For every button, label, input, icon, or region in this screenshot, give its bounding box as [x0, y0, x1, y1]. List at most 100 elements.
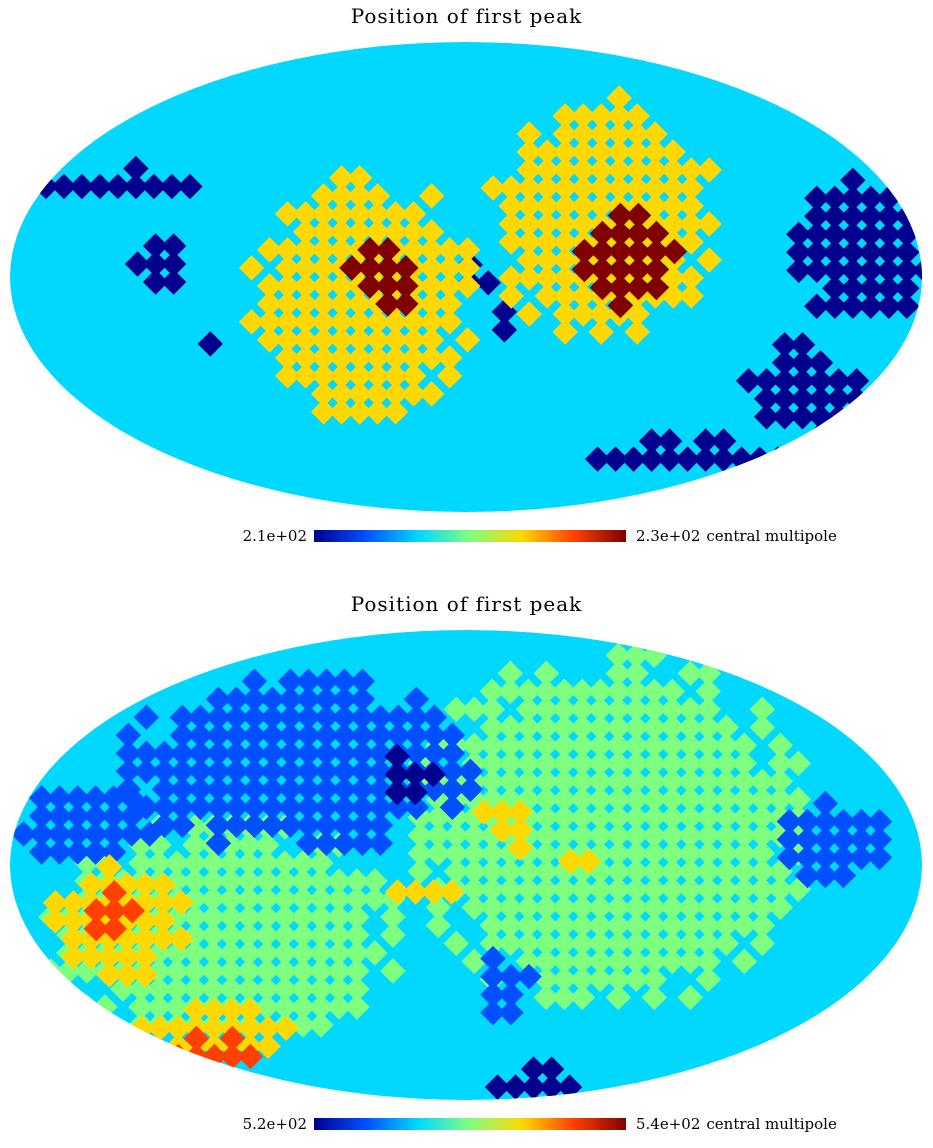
map-pixel	[362, 940, 388, 966]
map-pixel	[256, 309, 283, 335]
map-pixel	[118, 803, 145, 829]
map-pixel	[295, 740, 322, 767]
map-pixel	[346, 291, 373, 317]
map-pixel	[344, 958, 370, 984]
map-pixel	[277, 686, 304, 713]
map-pixel	[479, 912, 506, 939]
map-pixel	[236, 922, 262, 948]
colorbar-unit-label-1: central multipole	[706, 527, 837, 545]
map-pixel	[277, 812, 304, 839]
map-pixel	[439, 758, 466, 785]
map-pixel	[393, 291, 419, 317]
map-pixel	[436, 345, 463, 371]
map-pixel	[443, 930, 470, 957]
map-pixel	[259, 758, 286, 785]
map-pixel	[274, 237, 301, 263]
map-pixel	[533, 984, 560, 1011]
map-pixel	[812, 844, 839, 871]
map-pixel	[46, 785, 73, 811]
map-pixel	[331, 812, 358, 839]
map-pixel	[533, 894, 560, 921]
map-pixel	[749, 912, 776, 939]
map-pixel	[605, 948, 632, 975]
map-pixel	[46, 803, 73, 829]
map-pixel	[349, 794, 376, 821]
map-pixel	[660, 175, 686, 201]
map-pixel	[753, 368, 780, 394]
map-pixel	[516, 139, 542, 165]
map-pixel	[403, 740, 430, 767]
map-pixel	[290, 868, 316, 894]
map-pixel	[331, 722, 358, 749]
map-pixel	[272, 922, 298, 948]
map-pixel	[236, 976, 262, 1002]
map-pixel	[822, 293, 848, 320]
map-pixel	[516, 157, 542, 183]
map-pixel	[641, 984, 668, 1011]
map-pixel	[254, 976, 280, 1002]
map-pixel	[328, 201, 355, 227]
map-pixel	[313, 812, 340, 839]
map-pixel	[822, 239, 848, 266]
map-pixel	[237, 997, 263, 1024]
map-pixel	[82, 839, 109, 865]
map-pixel	[182, 940, 208, 966]
map-pixel	[236, 940, 262, 966]
map-pixel	[643, 274, 670, 301]
map-pixel	[776, 826, 803, 853]
map-pixel	[771, 332, 798, 358]
map-pixel	[516, 301, 542, 327]
map-pixel	[236, 868, 262, 894]
chart-title-1: Position of first peak	[350, 4, 583, 28]
map-pixel	[331, 686, 358, 713]
map-pixel	[520, 1056, 547, 1082]
map-pixel	[375, 273, 401, 299]
map-pixel	[331, 830, 358, 857]
map-pixel	[569, 912, 596, 939]
map-pixel	[164, 958, 190, 984]
map-pixel	[367, 722, 394, 749]
map-region	[197, 331, 224, 357]
map-pixel	[421, 776, 448, 803]
map-pixel	[660, 211, 686, 237]
map-pixel	[822, 185, 848, 212]
map-pixel	[256, 327, 283, 353]
map-pixel	[588, 121, 614, 147]
map-pixel	[292, 237, 319, 263]
map-pixel	[534, 193, 560, 219]
map-pixel	[551, 966, 578, 993]
map-pixel	[515, 894, 542, 921]
map-pixel	[876, 275, 902, 302]
map-pixel	[331, 740, 358, 767]
map-pixel	[310, 219, 337, 245]
map-pixel	[313, 668, 340, 695]
map-pixel	[804, 221, 830, 248]
map-pixel	[326, 886, 352, 912]
map-pixel	[254, 868, 280, 894]
map-pixel	[894, 239, 920, 266]
map-pixel	[589, 220, 616, 247]
map-pixel	[516, 247, 542, 273]
map-pixel	[807, 386, 834, 412]
map-pixel	[696, 247, 722, 273]
map-pixel	[866, 844, 893, 871]
map-pixel	[552, 121, 578, 147]
map-pixel	[534, 139, 560, 165]
map-pixel	[292, 201, 319, 227]
map-pixel	[418, 381, 445, 407]
map-pixel	[571, 256, 598, 283]
map-pixel	[570, 301, 596, 327]
map-pixel	[349, 686, 376, 713]
map-pixel	[349, 722, 376, 749]
map-pixel	[858, 221, 884, 248]
map-pixel	[101, 916, 128, 942]
map-pixel	[587, 894, 614, 921]
map-pixel	[534, 265, 560, 291]
map-pixel	[454, 237, 481, 263]
map-pixel	[274, 201, 301, 227]
map-pixel	[570, 139, 596, 165]
map-pixel	[331, 668, 358, 695]
map-pixel	[643, 256, 670, 283]
map-pixel	[295, 758, 322, 785]
map-pixel	[551, 894, 578, 921]
